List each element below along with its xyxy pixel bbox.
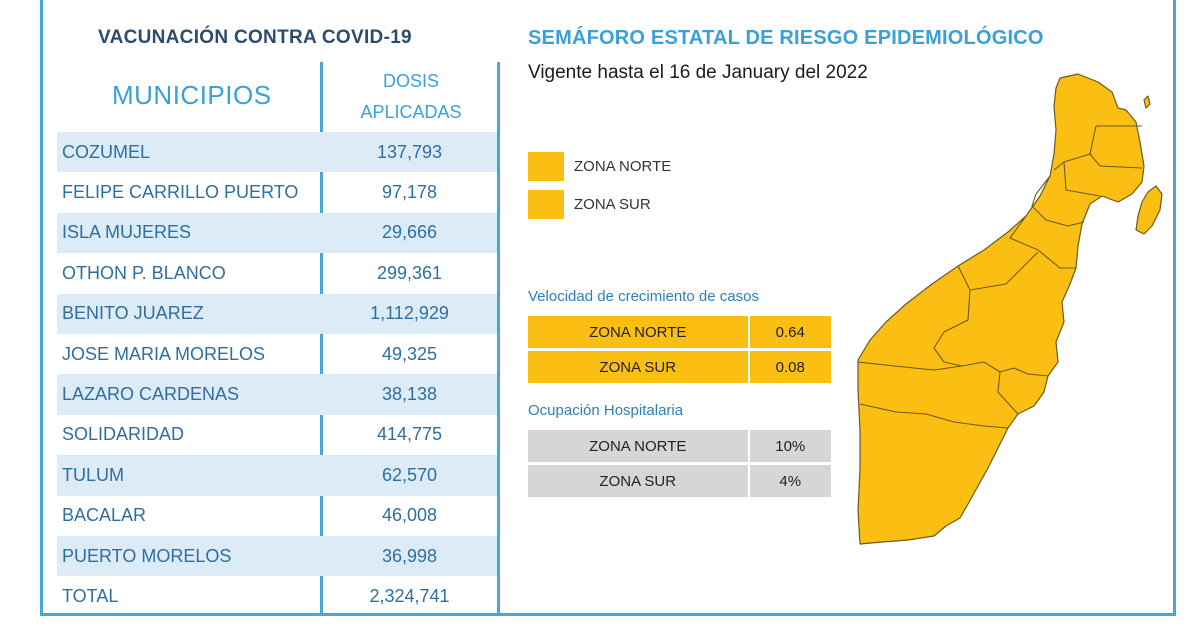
total-label: TOTAL bbox=[62, 585, 119, 606]
table-row: ZONA SUR 4% bbox=[528, 465, 831, 497]
zone-value: 4% bbox=[747, 465, 831, 497]
zone-value: 0.64 bbox=[747, 316, 831, 348]
table-row: ZONA NORTE 0.64 bbox=[528, 316, 831, 348]
municipio-name: FELIPE CARRILLO PUERTO bbox=[62, 182, 299, 203]
velocidad-table: ZONA NORTE 0.64 ZONA SUR 0.08 bbox=[528, 316, 831, 386]
table-row: COZUMEL 137,793 bbox=[57, 132, 497, 173]
dosis-header-line2: APLICADAS bbox=[360, 102, 462, 122]
zone-name: ZONA SUR bbox=[599, 472, 677, 490]
legend-zona-norte: ZONA NORTE bbox=[528, 152, 671, 181]
vaccination-table: COZUMEL 137,793 FELIPE CARRILLO PUERTO 97,… bbox=[57, 132, 497, 617]
cozumel-island bbox=[1135, 185, 1163, 235]
legend-label: ZONA SUR bbox=[574, 196, 651, 213]
zone-name: ZONA NORTE bbox=[589, 323, 687, 341]
dosis-value: 97,178 bbox=[381, 182, 438, 203]
vaccination-title: VACUNACIÓN CONTRA COVID-19 bbox=[98, 27, 412, 48]
table-row: BACALAR 46,008 bbox=[57, 496, 497, 536]
table-row: ISLA MUJERES 29,666 bbox=[57, 212, 497, 254]
municipio-name: SOLIDARIDAD bbox=[62, 424, 185, 445]
legend-zona-sur: ZONA SUR bbox=[528, 190, 651, 219]
table-row: TULUM 62,570 bbox=[57, 455, 497, 496]
table-row: JOSE MARIA MORELOS 49,325 bbox=[57, 334, 497, 374]
dosis-header-line1: DOSIS bbox=[382, 71, 439, 91]
dosis-value: 137,793 bbox=[376, 141, 443, 162]
ocupacion-label: Ocupación Hospitalaria bbox=[528, 402, 684, 419]
table-row: LAZARO CARDENAS 38,138 bbox=[57, 374, 497, 415]
legend-swatch bbox=[528, 190, 564, 219]
isla-mujeres-island bbox=[1143, 95, 1151, 109]
table-row: ZONA SUR 0.08 bbox=[528, 351, 831, 383]
zone-value: 10% bbox=[747, 430, 831, 462]
dosis-value: 49,325 bbox=[381, 343, 438, 364]
zone-name: ZONA NORTE bbox=[589, 437, 687, 455]
zone-name: ZONA SUR bbox=[599, 358, 677, 376]
table-row: OTHON P. BLANCO 299,361 bbox=[57, 253, 497, 293]
municipio-name: COZUMEL bbox=[62, 141, 151, 162]
municipio-name: OTHON P. BLANCO bbox=[62, 262, 226, 283]
semaforo-title: SEMÁFORO ESTATAL DE RIESGO EPIDEMIOLÓGIC… bbox=[528, 27, 1044, 49]
municipio-name: BACALAR bbox=[62, 505, 147, 526]
panel-divider bbox=[497, 62, 500, 616]
velocidad-label: Velocidad de crecimiento de casos bbox=[528, 288, 759, 305]
table-row: SOLIDARIDAD 414,775 bbox=[57, 415, 497, 455]
dosis-value: 36,998 bbox=[381, 545, 438, 566]
vigente-text: Vigente hasta el 16 de January del 2022 bbox=[528, 62, 868, 83]
municipios-header: MUNICIPIOS bbox=[112, 80, 272, 110]
legend-swatch bbox=[528, 152, 564, 181]
municipal-boundaries bbox=[857, 125, 1143, 429]
ocupacion-table: ZONA NORTE 10% ZONA SUR 4% bbox=[528, 430, 831, 500]
municipio-name: PUERTO MORELOS bbox=[62, 545, 232, 566]
dosis-value: 414,775 bbox=[376, 424, 443, 445]
dosis-value: 38,138 bbox=[381, 384, 438, 405]
column-divider bbox=[320, 62, 323, 616]
dosis-value: 46,008 bbox=[381, 505, 438, 526]
table-row: FELIPE CARRILLO PUERTO 97,178 bbox=[57, 172, 497, 212]
zone-value: 0.08 bbox=[747, 351, 831, 383]
dosis-value: 29,666 bbox=[381, 222, 438, 243]
dosis-value: 299,361 bbox=[376, 262, 443, 283]
municipio-name: TULUM bbox=[62, 464, 124, 485]
state-outline bbox=[857, 73, 1145, 545]
legend-label: ZONA NORTE bbox=[574, 158, 672, 175]
municipio-name: BENITO JUAREZ bbox=[62, 303, 204, 324]
municipio-name: ISLA MUJERES bbox=[62, 222, 192, 243]
municipio-name: LAZARO CARDENAS bbox=[62, 384, 240, 405]
infographic-frame bbox=[40, 0, 1176, 616]
table-row-total: TOTAL 2,324,741 bbox=[57, 576, 497, 616]
municipio-name: JOSE MARIA MORELOS bbox=[62, 343, 266, 364]
total-value: 2,324,741 bbox=[369, 585, 450, 606]
table-row: PUERTO MORELOS 36,998 bbox=[57, 535, 497, 577]
table-row: ZONA NORTE 10% bbox=[528, 430, 831, 462]
dosis-value: 62,570 bbox=[381, 464, 438, 485]
quintana-roo-map bbox=[857, 73, 1163, 545]
table-row: BENITO JUAREZ 1,112,929 bbox=[57, 293, 497, 334]
dosis-value: 1,112,929 bbox=[370, 303, 449, 324]
dosis-header: DOSIS APLICADAS bbox=[322, 66, 500, 128]
